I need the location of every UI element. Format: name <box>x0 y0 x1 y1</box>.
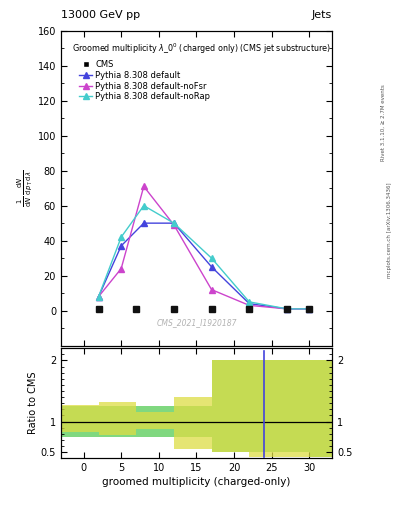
Text: Jets: Jets <box>312 10 332 20</box>
Text: Groomed multiplicity $\lambda\_0^0$ (charged only) (CMS jet substructure): Groomed multiplicity $\lambda\_0^0$ (cha… <box>72 42 331 56</box>
X-axis label: groomed multiplicity (charged-only): groomed multiplicity (charged-only) <box>102 477 291 487</box>
Text: Rivet 3.1.10, ≥ 2.7M events: Rivet 3.1.10, ≥ 2.7M events <box>381 84 386 161</box>
Legend: CMS, Pythia 8.308 default, Pythia 8.308 default-noFsr, Pythia 8.308 default-noRa: CMS, Pythia 8.308 default, Pythia 8.308 … <box>76 57 213 104</box>
Text: 13000 GeV pp: 13000 GeV pp <box>61 10 140 20</box>
Text: mcplots.cern.ch [arXiv:1306.3436]: mcplots.cern.ch [arXiv:1306.3436] <box>387 183 391 278</box>
Y-axis label: $\frac{1}{\mathrm{d}N}\,\frac{\mathrm{d}N}{\mathrm{d}\,p_{\mathrm{T}}\,\mathrm{d: $\frac{1}{\mathrm{d}N}\,\frac{\mathrm{d}… <box>15 169 35 207</box>
Y-axis label: Ratio to CMS: Ratio to CMS <box>28 372 38 435</box>
Text: CMS_2021_I1920187: CMS_2021_I1920187 <box>156 318 237 327</box>
